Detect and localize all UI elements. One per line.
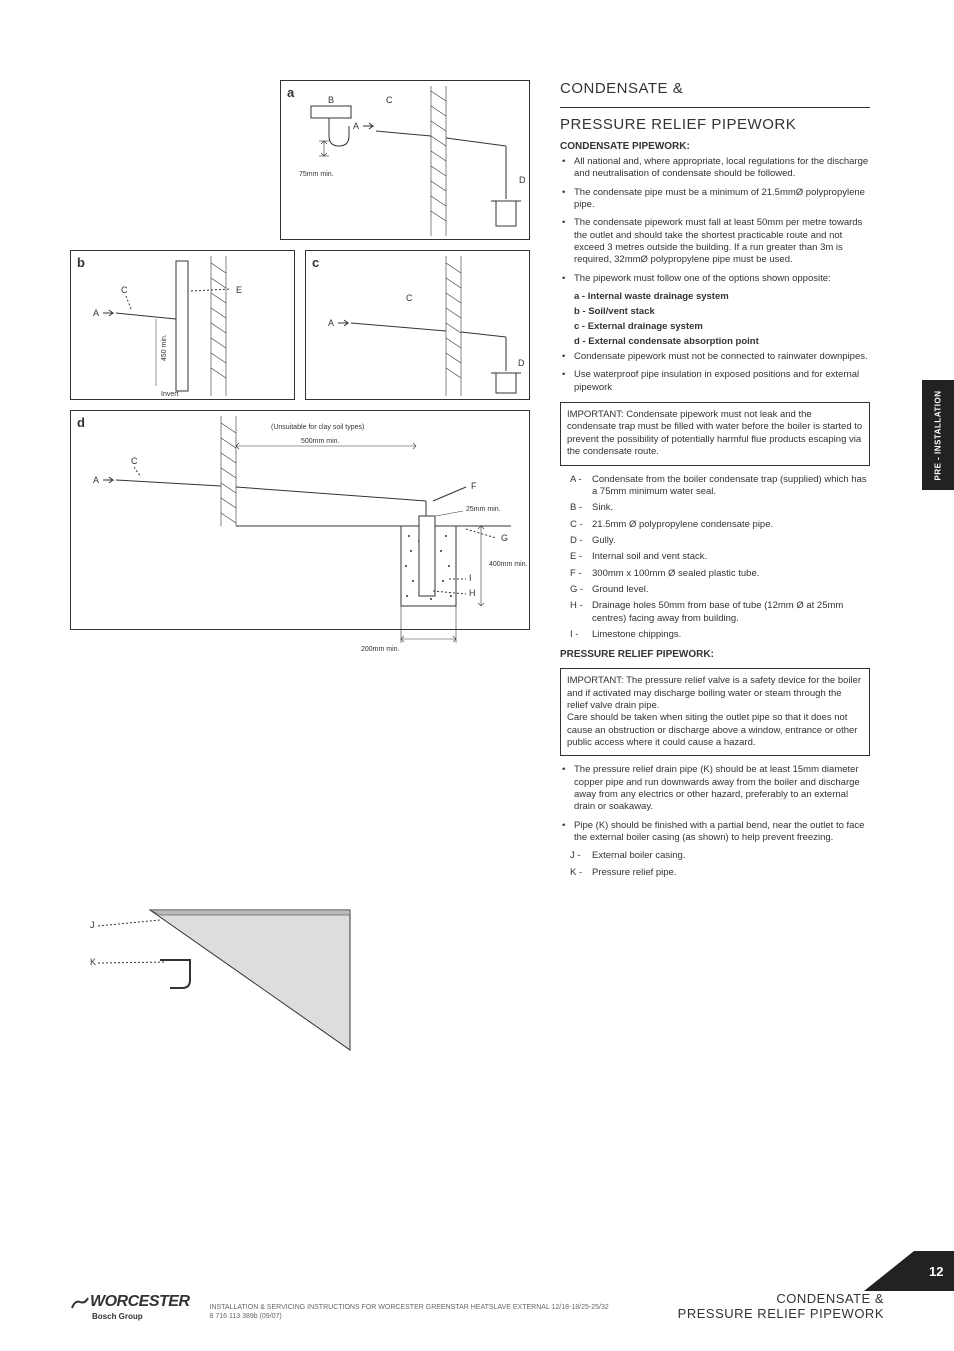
diagram-jk: J K bbox=[70, 880, 530, 1060]
svg-text:A: A bbox=[93, 308, 99, 318]
side-tab: PRE - INSTALLATION bbox=[922, 380, 954, 490]
diagram-d-svg: (Unsuitable for clay soil types) 500mm m… bbox=[71, 411, 531, 651]
svg-text:D: D bbox=[518, 358, 525, 368]
pressure-heading: PRESSURE RELIEF PIPEWORK: bbox=[560, 649, 870, 660]
diagram-c-svg: A C D bbox=[306, 251, 531, 401]
pressure-legend: J -External boiler casing. K -Pressure r… bbox=[560, 850, 870, 879]
header-title-1: CONDENSATE & bbox=[560, 80, 870, 97]
svg-text:200mm min.: 200mm min. bbox=[361, 646, 400, 653]
svg-text:75mm min.: 75mm min. bbox=[299, 171, 334, 178]
svg-text:C: C bbox=[121, 285, 128, 295]
svg-text:C: C bbox=[406, 293, 413, 303]
svg-text:A: A bbox=[328, 318, 334, 328]
diagram-b: b A C E bbox=[70, 250, 295, 400]
pressure-important: IMPORTANT: The pressure relief valve is … bbox=[560, 668, 870, 756]
svg-text:A: A bbox=[353, 121, 359, 131]
svg-text:C: C bbox=[131, 456, 138, 466]
svg-text:25mm min.: 25mm min. bbox=[466, 506, 501, 513]
svg-text:H: H bbox=[469, 588, 476, 598]
svg-text:F: F bbox=[471, 481, 477, 491]
condensate-bullets-2: Condensate pipework must not be connecte… bbox=[560, 351, 870, 394]
header-title-2: PRESSURE RELIEF PIPEWORK bbox=[560, 107, 870, 133]
condensate-legend: A -Condensate from the boiler condensate… bbox=[560, 474, 870, 642]
logo: WORCESTER Bosch Group bbox=[70, 1293, 190, 1321]
svg-text:E: E bbox=[236, 285, 242, 295]
condensate-heading: CONDENSATE PIPEWORK: bbox=[560, 141, 870, 152]
svg-text:A: A bbox=[93, 475, 99, 485]
page-number-flag: 12 bbox=[864, 1251, 954, 1291]
footer: WORCESTER Bosch Group INSTALLATION & SER… bbox=[70, 1291, 954, 1321]
svg-text:400mm min.: 400mm min. bbox=[489, 561, 528, 568]
svg-text:G: G bbox=[501, 533, 508, 543]
condensate-important: IMPORTANT: Condensate pipework must not … bbox=[560, 402, 870, 465]
svg-text:12: 12 bbox=[929, 1264, 943, 1279]
svg-text:C: C bbox=[386, 95, 393, 105]
svg-text:450 min.: 450 min. bbox=[161, 334, 168, 361]
footer-doc-ref: INSTALLATION & SERVICING INSTRUCTIONS FO… bbox=[210, 1304, 609, 1321]
condensate-bullets-1: All national and, where appropriate, loc… bbox=[560, 156, 870, 285]
diagram-jk-svg: J K bbox=[70, 880, 370, 1060]
svg-text:B: B bbox=[328, 95, 334, 105]
diagram-d: d (Unsuitable for clay soil types) 500mm… bbox=[70, 410, 530, 630]
diagram-a-svg: B A C 75mm min. D bbox=[281, 81, 531, 241]
svg-text:Invert: Invert bbox=[161, 391, 179, 398]
diagram-b-svg: A C E 450 min. Invert bbox=[71, 251, 296, 401]
diagram-c: c A C D bbox=[305, 250, 530, 400]
svg-text:500mm min.: 500mm min. bbox=[301, 438, 340, 445]
diagram-a-label: a bbox=[287, 85, 294, 100]
svg-text:(Unsuitable for clay soil type: (Unsuitable for clay soil types) bbox=[271, 424, 364, 431]
pressure-bullets: The pressure relief drain pipe (K) shoul… bbox=[560, 764, 870, 844]
svg-text:K: K bbox=[90, 957, 96, 967]
svg-text:D: D bbox=[519, 175, 526, 185]
svg-text:I: I bbox=[469, 573, 472, 583]
footer-section-title: CONDENSATE & PRESSURE RELIEF PIPEWORK bbox=[678, 1291, 954, 1321]
svg-text:J: J bbox=[90, 920, 95, 930]
diagram-a: a B A C bbox=[280, 80, 530, 240]
